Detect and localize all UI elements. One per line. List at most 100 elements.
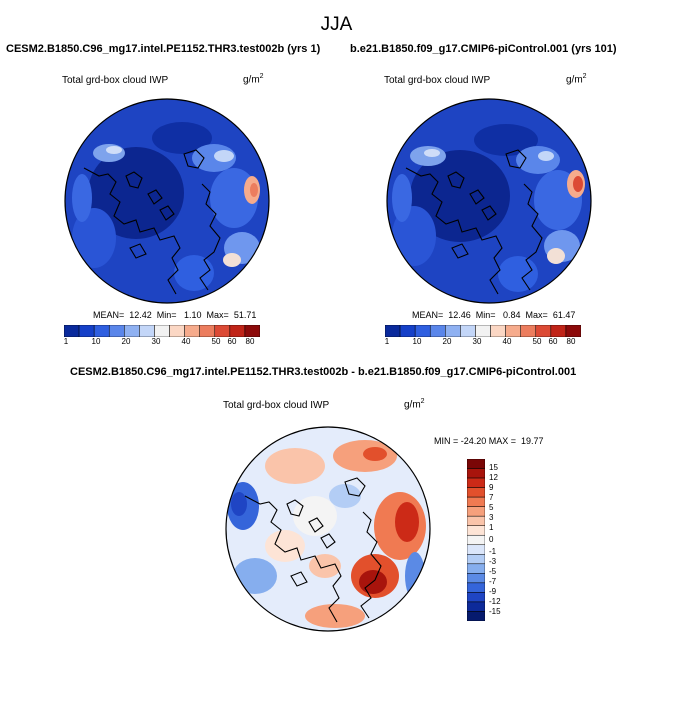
left-cbar-label: 80 [245, 337, 255, 346]
diff-case-title: CESM2.B1850.C96_mg17.intel.PE1152.THR3.t… [70, 366, 577, 378]
colorbar-box [384, 324, 401, 338]
diff-colorbar-box [466, 544, 486, 555]
diff-map-field [226, 427, 430, 631]
right-colorbar [384, 324, 582, 342]
colorbar-box [475, 324, 491, 338]
colorbar-box [520, 324, 537, 338]
diff-stats: MIN = -24.20 MAX = 19.77 [434, 436, 544, 446]
diff-cbar-label: -7 [489, 577, 497, 586]
colorbar-box [244, 324, 261, 338]
diff-coastlines [244, 477, 382, 623]
diff-colorbar-box [466, 582, 486, 593]
left-variable-title: Total grd-box cloud IWP [62, 75, 169, 86]
colorbar-box [184, 324, 200, 338]
diff-cbar-label: -3 [489, 557, 497, 566]
left-colorbar-boxes [63, 324, 261, 338]
diff-colorbar-box [466, 506, 486, 517]
diff-cbar-label: 1 [489, 523, 494, 532]
right-case-title: b.e21.B1850.f09_g17.CMIP6-piControl.001 … [350, 43, 617, 55]
colorbar-box [550, 324, 567, 338]
left-cbar-label: 50 [211, 337, 221, 346]
diff-cbar-label: 9 [489, 483, 494, 492]
left-coastlines [83, 149, 221, 295]
diff-colorbar [466, 458, 486, 626]
diff-cbar-label: -5 [489, 567, 497, 576]
diff-cbar-label: 3 [489, 513, 494, 522]
right-coastlines [405, 149, 543, 295]
diff-colorbar-boxes [466, 458, 486, 622]
right-cbar-label: 30 [472, 337, 482, 346]
left-stats: MEAN= 12.42 Min= 1.10 Max= 51.71 [93, 310, 257, 320]
diff-colorbar-box [466, 487, 486, 498]
diff-cbar-label: -15 [489, 607, 501, 616]
diff-colorbar-box [466, 525, 486, 536]
diff-variable-title: Total grd-box cloud IWP [223, 400, 330, 411]
colorbar-box [78, 324, 95, 338]
colorbar-box [93, 324, 110, 338]
diff-cbar-label: -9 [489, 587, 497, 596]
right-colorbar-boxes [384, 324, 582, 338]
left-units: g/m2 [243, 73, 264, 86]
diff-colorbar-box [466, 515, 486, 526]
left-polar-map [64, 98, 270, 304]
colorbar-box [429, 324, 446, 338]
colorbar-box [199, 324, 216, 338]
left-cbar-label: 1 [63, 337, 69, 346]
diff-colorbar-box [466, 611, 486, 622]
colorbar-box [63, 324, 80, 338]
diff-cbar-label: 7 [489, 493, 494, 502]
colorbar-box [399, 324, 416, 338]
colorbar-box [229, 324, 246, 338]
colorbar-box [505, 324, 521, 338]
colorbar-box [214, 324, 231, 338]
colorbar-box [535, 324, 552, 338]
colorbar-box [154, 324, 170, 338]
diff-colorbar-box [466, 496, 486, 507]
right-colorbar-labels: 1 10 20 30 40 50 60 80 [377, 337, 589, 349]
right-polar-map [386, 98, 592, 304]
left-cbar-label: 60 [227, 337, 237, 346]
left-map-border [64, 98, 270, 304]
diff-colorbar-box [466, 573, 486, 584]
left-colorbar [63, 324, 261, 342]
left-cbar-label: 40 [181, 337, 191, 346]
colorbar-box [124, 324, 140, 338]
diff-cbar-label: 15 [489, 463, 498, 472]
colorbar-box [169, 324, 185, 338]
diff-cbar-label: 0 [489, 535, 494, 544]
right-cbar-label: 50 [532, 337, 542, 346]
left-cbar-label: 20 [121, 337, 131, 346]
diff-cbar-label: -12 [489, 597, 501, 606]
diff-colorbar-box [466, 477, 486, 488]
right-map-border [386, 98, 592, 304]
diff-colorbar-box [466, 534, 486, 546]
right-units: g/m2 [566, 73, 587, 86]
right-cbar-label: 80 [566, 337, 576, 346]
right-cbar-label: 10 [412, 337, 422, 346]
right-cbar-label: 1 [384, 337, 390, 346]
diff-colorbar-labels: 15 12 9 7 5 3 1 0 -1 -3 -5 -7 -9 -12 -15 [489, 459, 519, 621]
colorbar-box [460, 324, 476, 338]
colorbar-box [445, 324, 461, 338]
diff-colorbar-box [466, 468, 486, 479]
left-cbar-label: 30 [151, 337, 161, 346]
right-stats: MEAN= 12.46 Min= 0.84 Max= 61.47 [412, 310, 576, 320]
colorbar-box [139, 324, 155, 338]
diff-colorbar-box [466, 601, 486, 612]
season-title: JJA [320, 14, 353, 35]
diff-cbar-label: 5 [489, 503, 494, 512]
right-map-field [387, 99, 591, 303]
right-cbar-label: 40 [502, 337, 512, 346]
diff-cbar-label: 12 [489, 473, 498, 482]
left-case-title: CESM2.B1850.C96_mg17.intel.PE1152.THR3.t… [6, 43, 321, 55]
colorbar-box [414, 324, 431, 338]
diff-colorbar-box [466, 554, 486, 565]
diff-cbar-label: -1 [489, 547, 497, 556]
colorbar-box [490, 324, 506, 338]
left-cbar-label: 10 [91, 337, 101, 346]
right-variable-title: Total grd-box cloud IWP [384, 75, 491, 86]
colorbar-box [565, 324, 582, 338]
right-cbar-label: 20 [442, 337, 452, 346]
diff-colorbar-box [466, 458, 486, 469]
diff-map-border [225, 426, 431, 632]
